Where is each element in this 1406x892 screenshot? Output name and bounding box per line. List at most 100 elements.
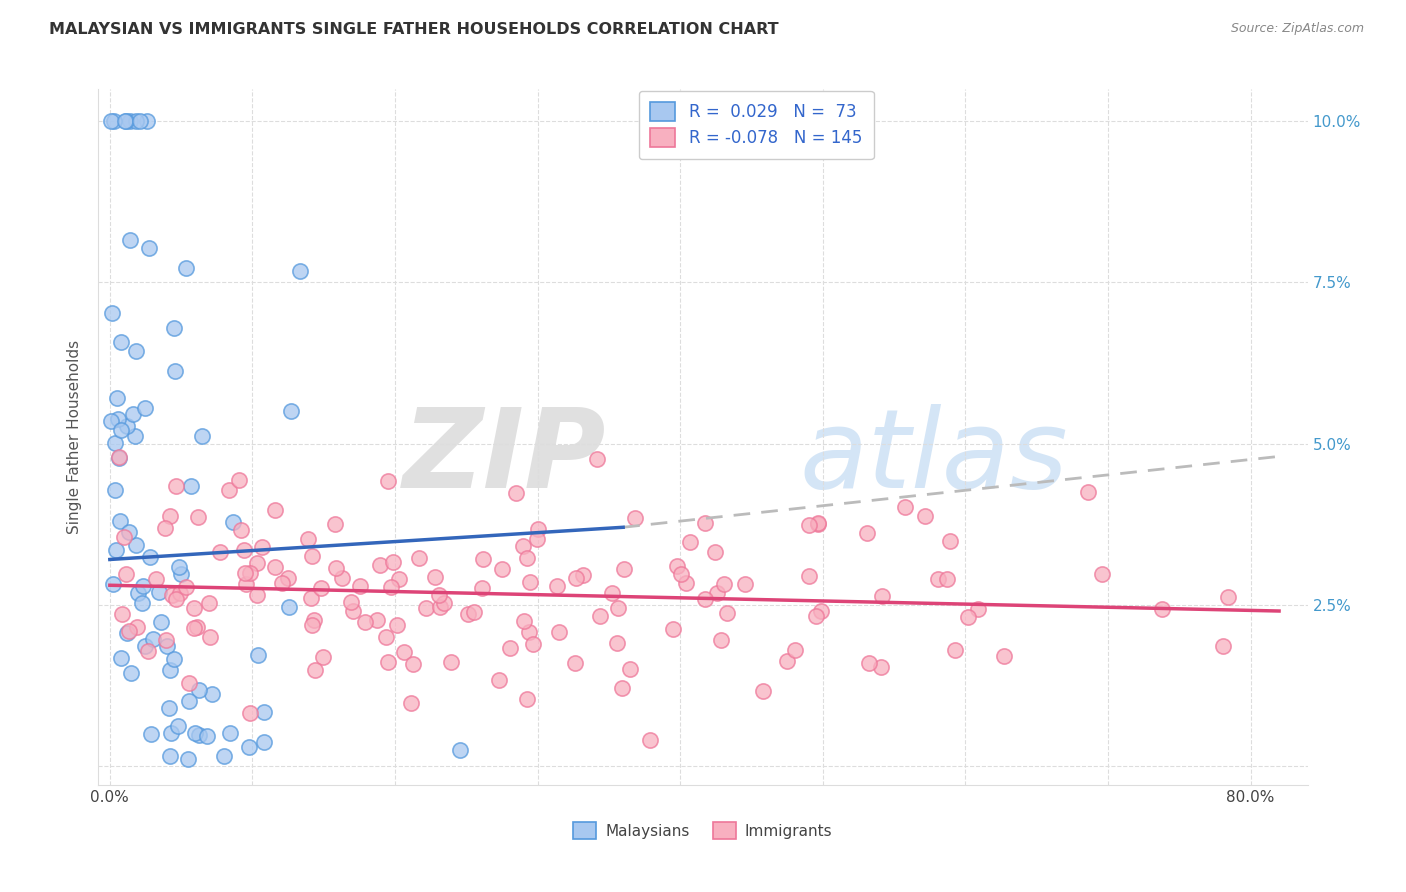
Point (124, 429, 146, 443)
Point (471, 582, 494, 596)
Point (149, 615, 172, 630)
Point (229, 523, 252, 537)
Point (399, 696, 422, 710)
Point (112, 529, 135, 543)
Point (159, 700, 181, 714)
Point (527, 522, 550, 536)
Point (377, 475, 399, 489)
Point (277, 571, 299, 585)
Point (325, 561, 347, 575)
Point (695, 591, 717, 606)
Point (572, 568, 595, 582)
Point (115, 114, 138, 128)
Point (804, 608, 827, 623)
Point (679, 535, 702, 549)
Point (136, 644, 159, 658)
Point (516, 551, 538, 566)
Point (125, 344, 148, 359)
Point (188, 683, 211, 698)
Point (115, 625, 138, 640)
Point (125, 114, 148, 128)
Point (280, 403, 302, 417)
Point (117, 524, 139, 539)
Point (108, 514, 131, 528)
Point (235, 576, 257, 591)
Point (693, 516, 716, 531)
Point (118, 114, 141, 128)
Point (927, 572, 949, 586)
Point (100, 413, 122, 427)
Point (155, 633, 177, 648)
Point (415, 601, 437, 615)
Point (449, 743, 471, 757)
Point (201, 688, 224, 702)
Point (938, 534, 960, 549)
Point (131, 597, 153, 611)
Point (385, 618, 408, 632)
Point (957, 610, 980, 624)
Point (993, 649, 1015, 664)
Point (807, 516, 830, 531)
Point (602, 586, 624, 600)
Point (142, 632, 165, 647)
Point (1212, 639, 1234, 653)
Point (165, 591, 187, 606)
Point (312, 649, 335, 664)
Point (278, 599, 301, 614)
Point (810, 604, 832, 618)
Text: ZIP: ZIP (402, 404, 606, 511)
Point (368, 558, 391, 573)
Point (138, 241, 160, 255)
Point (165, 479, 187, 493)
Point (388, 572, 411, 586)
Point (332, 571, 354, 585)
Point (377, 656, 399, 670)
Point (1150, 602, 1173, 616)
Point (457, 607, 479, 622)
Point (309, 582, 332, 596)
Point (159, 509, 181, 524)
Point (734, 576, 756, 591)
Point (111, 607, 134, 621)
Point (408, 551, 430, 566)
Point (301, 617, 323, 632)
Point (301, 549, 323, 564)
Point (177, 752, 200, 766)
Point (198, 630, 221, 644)
Point (342, 604, 364, 618)
Point (103, 114, 125, 128)
Point (706, 586, 728, 600)
Point (381, 555, 404, 569)
Point (110, 335, 132, 350)
Point (297, 533, 319, 547)
Text: atlas: atlas (800, 404, 1069, 511)
Point (115, 418, 138, 433)
Point (128, 114, 150, 128)
Point (165, 364, 187, 378)
Point (107, 412, 129, 426)
Point (184, 726, 207, 740)
Point (613, 562, 636, 576)
Point (349, 579, 371, 593)
Point (429, 599, 451, 614)
Point (169, 586, 191, 600)
Point (323, 517, 346, 532)
Point (163, 652, 186, 666)
Point (159, 663, 181, 677)
Point (703, 544, 725, 558)
Point (247, 648, 270, 662)
Point (100, 306, 122, 320)
Legend: Malaysians, Immigrants: Malaysians, Immigrants (565, 814, 841, 847)
Point (148, 584, 170, 599)
Point (197, 596, 219, 610)
Point (169, 560, 191, 574)
Point (127, 585, 149, 599)
Point (564, 657, 586, 671)
Point (103, 577, 125, 591)
Point (546, 579, 568, 593)
Point (669, 567, 692, 582)
Point (187, 510, 209, 524)
Point (136, 114, 159, 128)
Point (807, 516, 830, 531)
Point (270, 575, 292, 590)
